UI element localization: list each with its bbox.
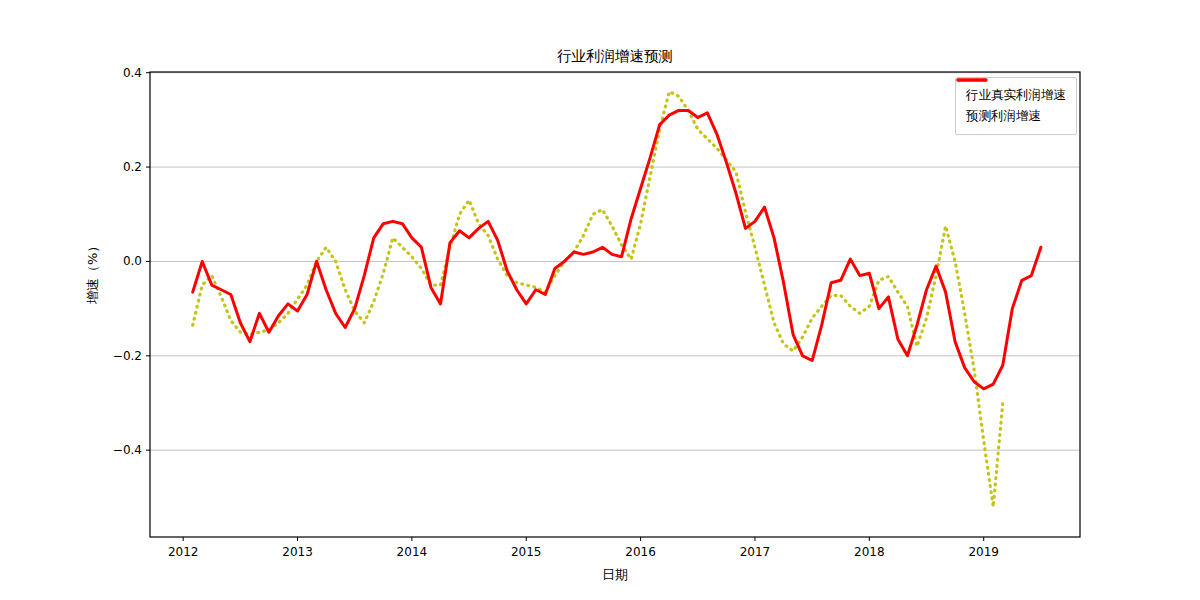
x-tick-label: 2014 (397, 545, 428, 559)
predicted-series-line (193, 110, 1041, 388)
x-tick-label: 2019 (968, 545, 999, 559)
x-tick-label: 2016 (625, 545, 656, 559)
legend-label-predicted: 预测利润增速 (966, 108, 1041, 125)
y-axis-label: 增速（%） (84, 240, 102, 304)
x-tick-label: 2013 (282, 545, 313, 559)
y-tick-label: 0.2 (123, 160, 142, 174)
y-tick-label: 0.4 (123, 66, 142, 80)
x-tick-label: 2015 (511, 545, 542, 559)
x-tick-label: 2017 (740, 545, 771, 559)
legend-item-actual: 行业真实利润增速 (966, 85, 1066, 106)
x-tick-label: 2018 (854, 545, 885, 559)
actual-series-line (193, 92, 1003, 507)
chart-title: 行业利润增速预测 (150, 47, 1080, 66)
legend-item-predicted: 预测利润增速 (966, 106, 1066, 127)
y-tick-label: −0.4 (113, 443, 142, 457)
x-axis-label: 日期 (150, 566, 1080, 584)
legend-label-actual: 行业真实利润增速 (966, 87, 1066, 104)
y-tick-label: 0.0 (123, 254, 142, 268)
legend: 行业真实利润增速 预测利润增速 (955, 77, 1077, 135)
y-tick-label: −0.2 (113, 349, 142, 363)
figure: 0.4 0.2 0.0 −0.2 −0.4 2012 2013 2014 2015 2016 201… (0, 0, 1200, 600)
predicted-line-sample-icon (956, 78, 988, 82)
x-tick-label: 2012 (168, 545, 199, 559)
